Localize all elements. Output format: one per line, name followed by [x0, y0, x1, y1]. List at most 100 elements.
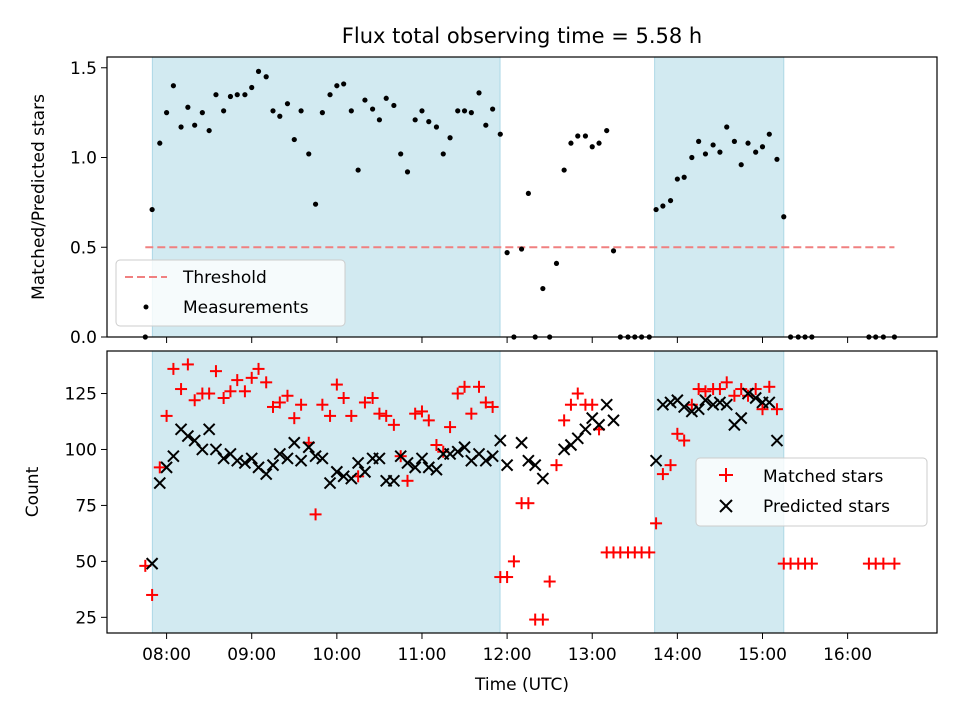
- x-tick-label: 08:00: [142, 645, 191, 665]
- measurement-point: [653, 206, 659, 213]
- legend-threshold-label: Threshold: [182, 268, 267, 288]
- predicted-star-point: [351, 456, 365, 470]
- predicted-star-point: [358, 465, 372, 479]
- predicted-star-point: [713, 396, 727, 409]
- predicted-star-point: [373, 452, 386, 465]
- predicted-star-point: [281, 452, 294, 465]
- shaded-region-0: [151, 350, 501, 634]
- measurement-point: [447, 135, 453, 141]
- predicted-star-point: [600, 398, 613, 411]
- matched-star-point: [175, 383, 188, 396]
- predicted-star-point: [579, 423, 592, 436]
- x-tick-label: 11:00: [397, 645, 446, 665]
- predicted-star-point: [528, 458, 542, 472]
- matched-star-point: [735, 383, 748, 396]
- matched-star-point: [252, 362, 265, 375]
- predicted-star-point: [330, 465, 344, 479]
- matched-star-point: [188, 394, 201, 407]
- predicted-star-point: [451, 445, 464, 458]
- matched-star-point: [366, 392, 379, 404]
- y-tick-label: 25: [75, 608, 97, 628]
- predicted-star-point: [706, 398, 720, 411]
- matched-star-point: [685, 398, 698, 411]
- matched-star-point: [692, 383, 705, 396]
- top-legend: Threshold Measurements: [115, 259, 346, 327]
- bottom-y-ticks: 25 50 75 100 125: [65, 385, 107, 628]
- y-tick-label: 50: [75, 552, 97, 572]
- measurement-point: [702, 151, 709, 157]
- measurement-point: [518, 246, 525, 252]
- legend-matched-label: Matched stars: [763, 467, 883, 487]
- measurement-point: [455, 108, 461, 114]
- matched-star-point: [345, 409, 358, 422]
- measurement-point: [185, 104, 191, 110]
- matched-star-point: [564, 398, 577, 411]
- predicted-star-point: [217, 452, 230, 465]
- legend-predicted-label: Predicted stars: [763, 497, 890, 517]
- measurement-point: [398, 151, 404, 157]
- measurement-point: [553, 260, 560, 267]
- top-x-ticks: [166, 337, 849, 343]
- matched-star-point: [664, 459, 677, 472]
- predicted-star-point: [557, 443, 571, 456]
- measurement-point: [213, 92, 219, 98]
- measurement-point: [759, 144, 766, 150]
- measurement-point: [149, 206, 155, 213]
- matched-star-point: [209, 365, 222, 378]
- x-tick-label: 13:00: [568, 645, 617, 665]
- x-tick-label: 09:00: [227, 645, 276, 665]
- measurement-point: [312, 201, 319, 207]
- matched-star-point: [330, 378, 343, 391]
- measurement-point: [192, 122, 198, 128]
- measurement-point: [376, 117, 383, 123]
- matched-star-point: [387, 418, 400, 431]
- measurement-point: [461, 108, 468, 114]
- predicted-star-point: [337, 470, 350, 483]
- measurement-point: [242, 92, 248, 98]
- x-tick-label: 16:00: [823, 645, 872, 665]
- measurement-point: [170, 83, 176, 89]
- measurement-point: [710, 142, 716, 148]
- measurement-point: [277, 113, 283, 119]
- measurement-point: [391, 102, 397, 109]
- measurement-point: [306, 151, 312, 157]
- predicted-star-point: [741, 387, 755, 400]
- measurement-point: [263, 74, 269, 80]
- x-tick-label: 12:00: [483, 645, 532, 665]
- measurement-point: [575, 133, 581, 139]
- matched-star-point: [153, 461, 166, 474]
- matched-star-point: [877, 557, 890, 570]
- measurement-point: [206, 127, 212, 134]
- measurement-point: [766, 131, 772, 137]
- predicted-star-point: [266, 458, 280, 472]
- matched-star-point: [324, 409, 337, 422]
- measurement-point: [596, 140, 602, 146]
- matched-star-point: [309, 508, 322, 521]
- measurement-point: [370, 106, 376, 112]
- predicted-star-point: [649, 454, 663, 467]
- matched-star-point: [507, 555, 520, 568]
- predicted-star-point: [430, 463, 443, 476]
- matched-star-point: [571, 387, 584, 400]
- matched-star-point: [770, 403, 783, 416]
- measurement-point: [490, 106, 496, 112]
- predicted-star-point: [720, 398, 733, 411]
- matched-star-point: [231, 374, 244, 387]
- measurement-point: [255, 68, 262, 74]
- x-tick-label: 14:00: [653, 645, 702, 665]
- predicted-star-point: [408, 461, 422, 474]
- predicted-star-point: [443, 447, 457, 461]
- matched-star-point: [167, 362, 180, 375]
- bottom-legend: Matched stars Predicted stars: [695, 457, 928, 527]
- matched-star-point: [422, 414, 435, 427]
- measurement-point: [660, 203, 666, 209]
- predicted-star-point: [323, 476, 337, 490]
- measurement-point: [163, 110, 170, 116]
- top-y-ticks: 0.0 0.5 1.0 1.5: [70, 59, 107, 348]
- predicted-star-point: [486, 449, 499, 463]
- predicted-star-point: [592, 418, 606, 432]
- predicted-star-point: [664, 396, 677, 409]
- measurement-point: [568, 140, 574, 146]
- predicted-star-point: [401, 456, 414, 470]
- measurement-point: [362, 97, 368, 103]
